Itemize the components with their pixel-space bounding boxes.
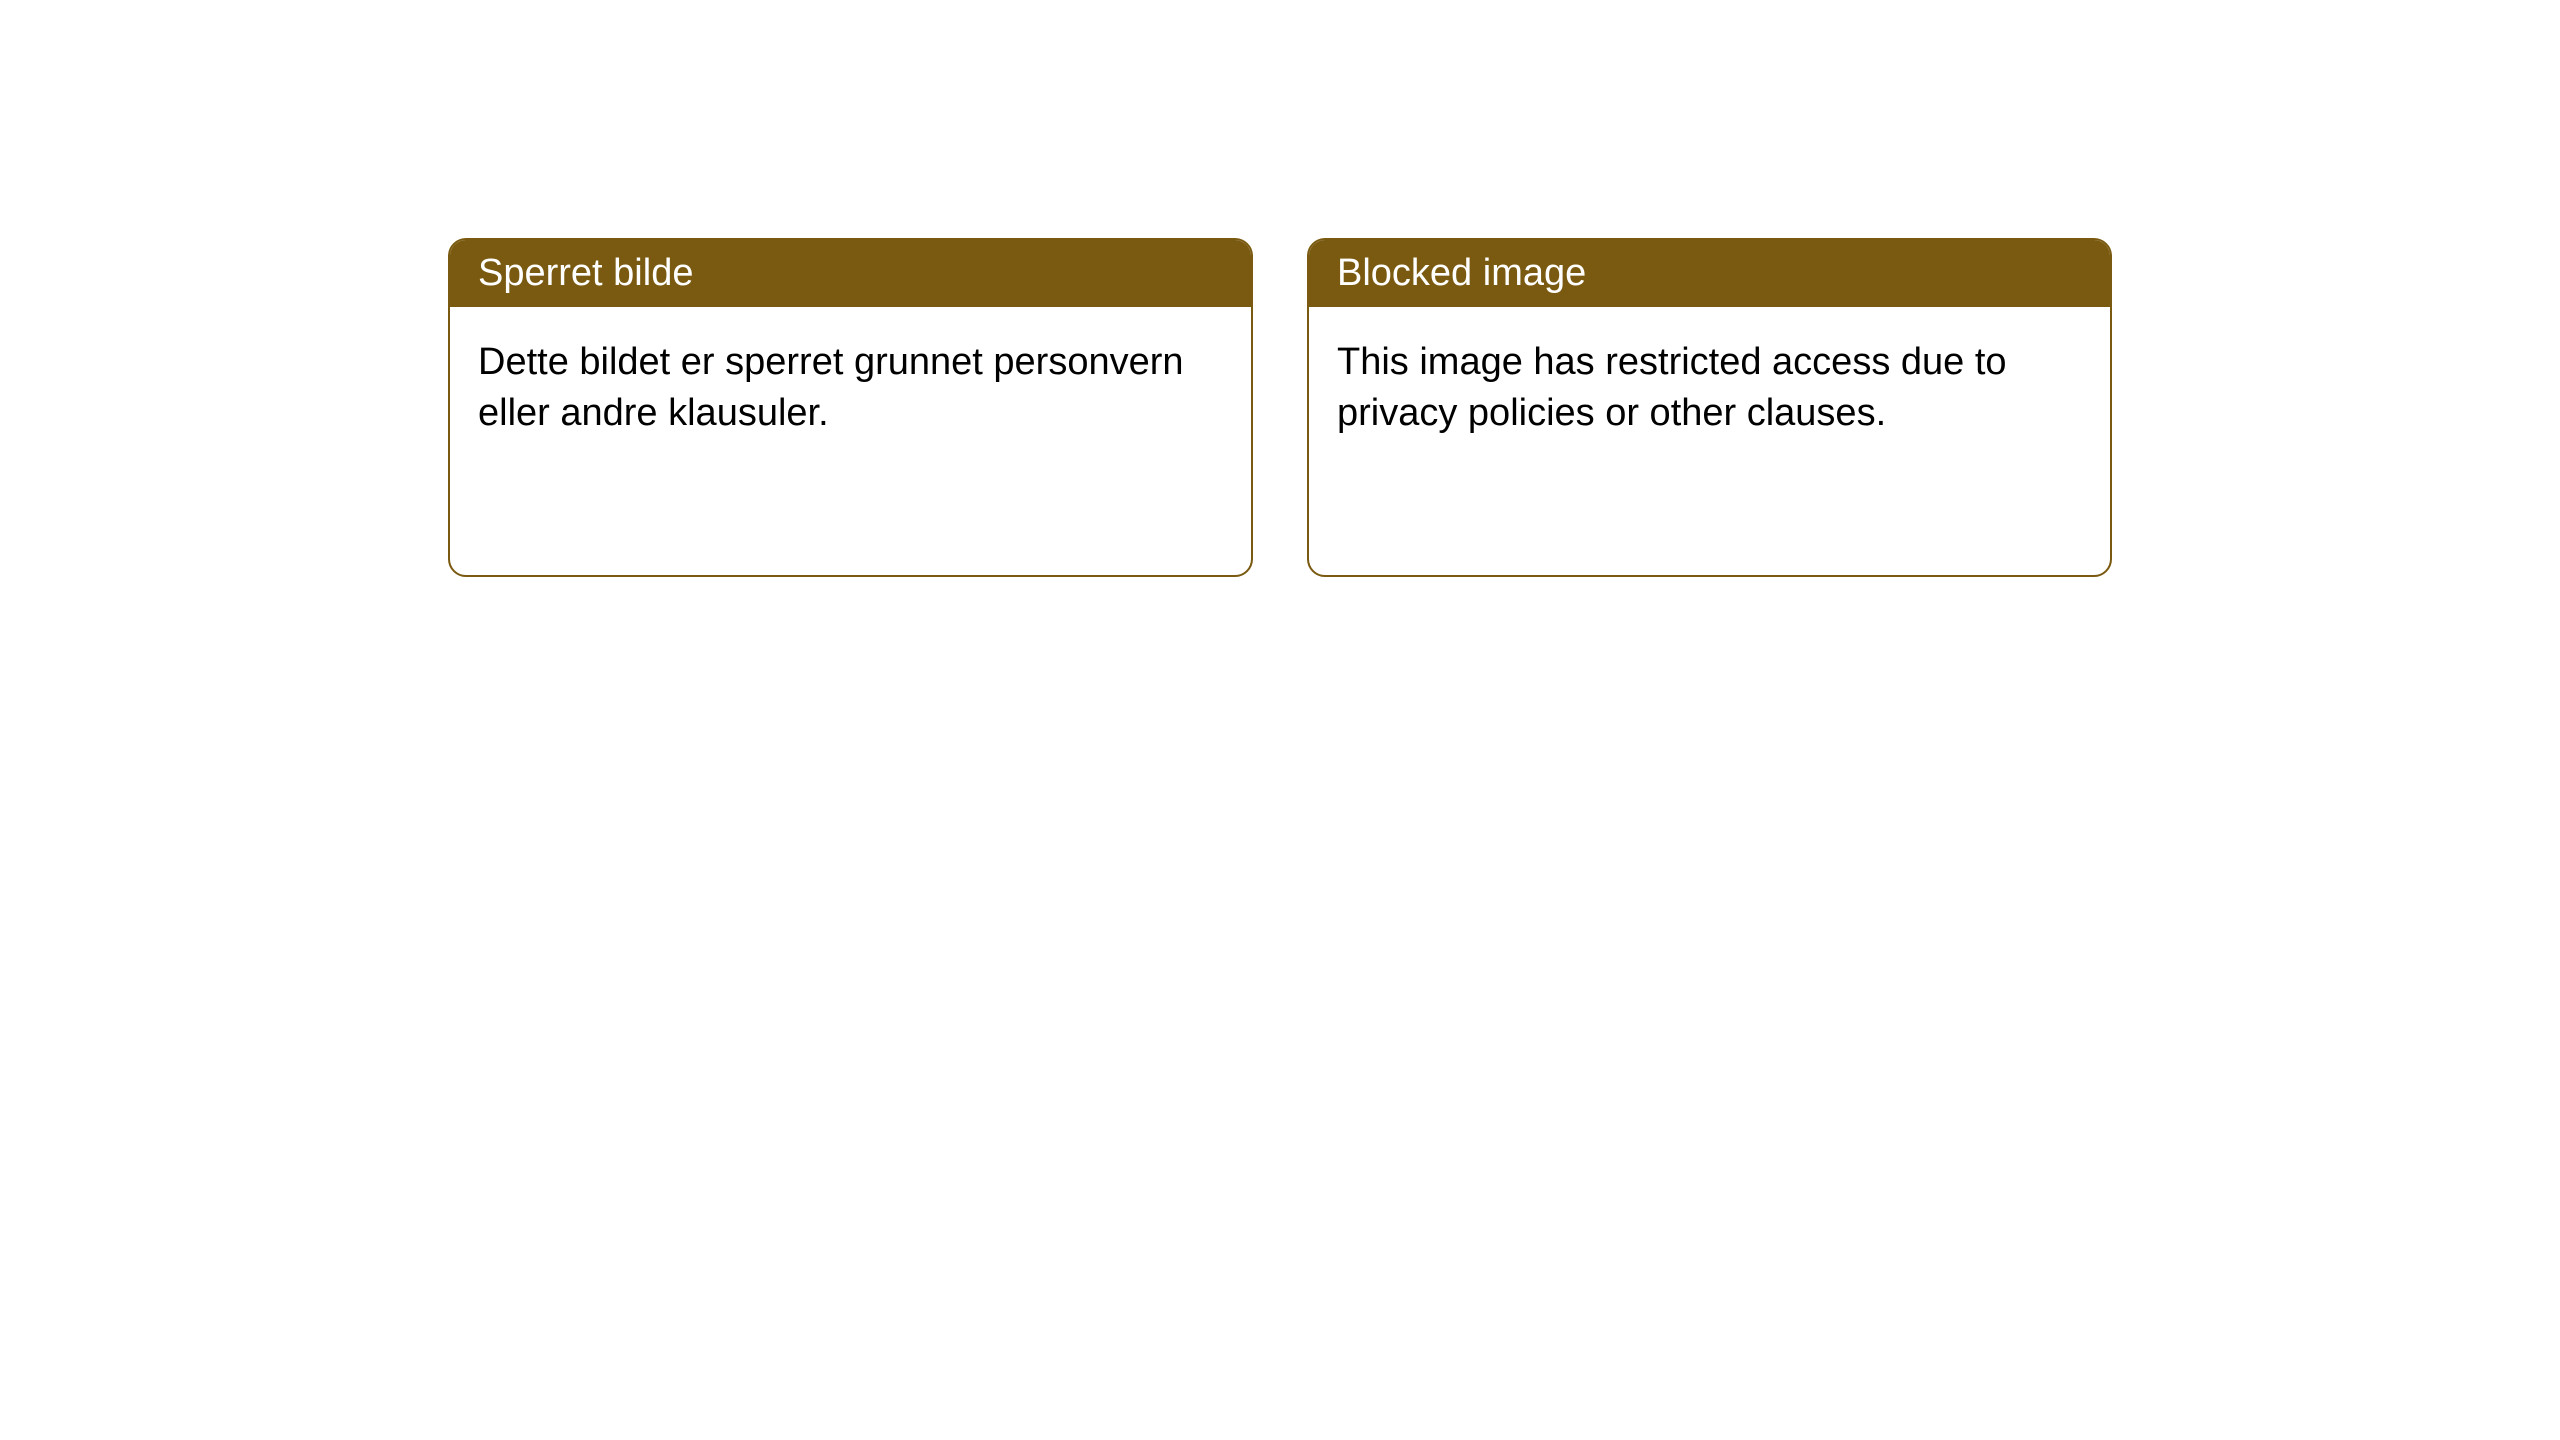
- notice-card-norwegian: Sperret bilde Dette bildet er sperret gr…: [448, 238, 1253, 577]
- notice-card-message: This image has restricted access due to …: [1337, 341, 2007, 434]
- notice-card-title: Blocked image: [1337, 252, 1586, 294]
- notice-card-header: Blocked image: [1309, 240, 2110, 307]
- notice-card-english: Blocked image This image has restricted …: [1307, 238, 2112, 577]
- notice-card-title: Sperret bilde: [478, 252, 693, 294]
- notice-card-message: Dette bildet er sperret grunnet personve…: [478, 341, 1184, 434]
- notice-card-body: This image has restricted access due to …: [1309, 307, 2110, 575]
- notice-card-header: Sperret bilde: [450, 240, 1251, 307]
- notice-cards-container: Sperret bilde Dette bildet er sperret gr…: [0, 0, 2560, 577]
- notice-card-body: Dette bildet er sperret grunnet personve…: [450, 307, 1251, 575]
